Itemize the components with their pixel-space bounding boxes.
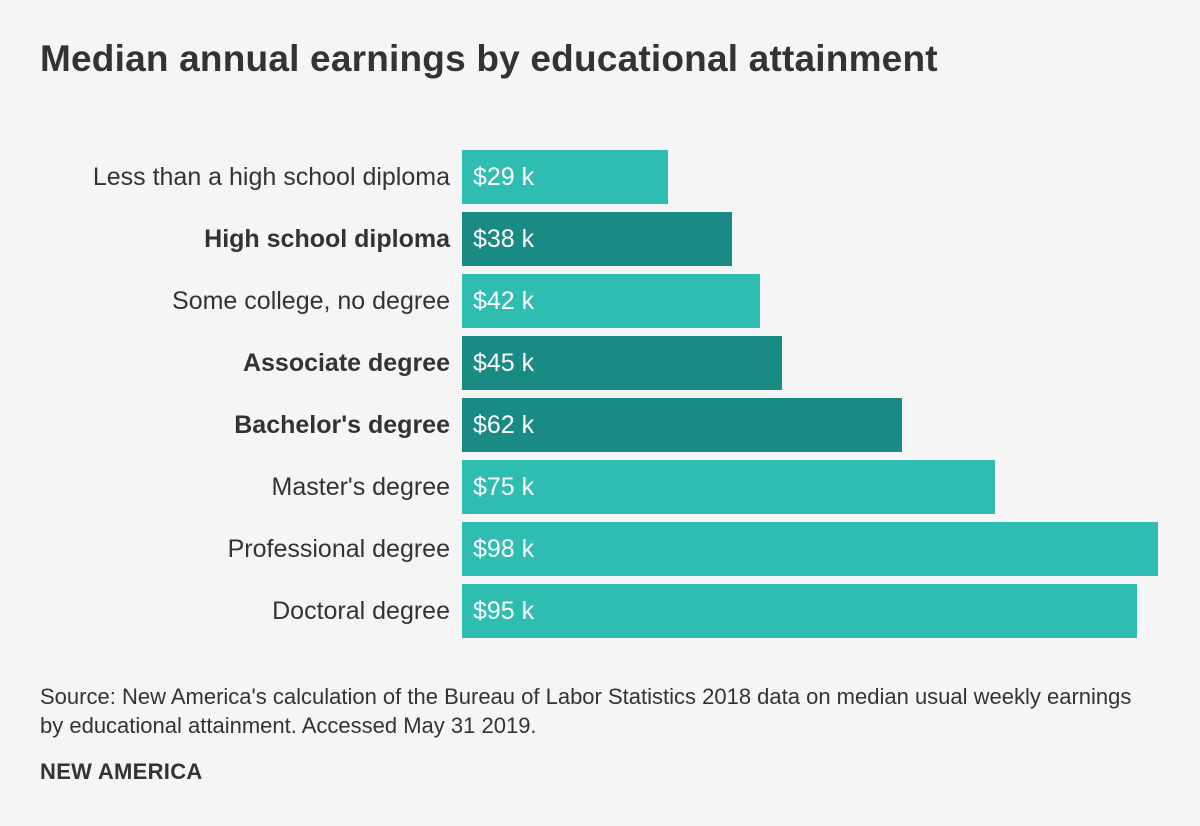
value-label: $42 k	[473, 287, 535, 315]
category-label: Less than a high school diploma	[93, 163, 450, 191]
source-note: Source: New America's calculation of the…	[40, 682, 1160, 740]
source-prefix: Source:	[40, 684, 116, 709]
category-label: Master's degree	[272, 473, 450, 501]
bar	[462, 212, 732, 266]
bar	[462, 522, 1158, 576]
value-label: $95 k	[473, 597, 535, 625]
value-label: $29 k	[473, 163, 535, 191]
brand-logo-text: NEW AMERICA	[40, 759, 203, 784]
category-label: Bachelor's degree	[234, 411, 450, 439]
bars	[462, 150, 1158, 638]
category-label: Some college, no degree	[172, 287, 450, 315]
source-text: New America's calculation of the Bureau …	[40, 684, 1132, 738]
value-labels: $29 k $38 k $42 k $45 k $62 k $75 k $98 k $95 k	[473, 163, 535, 625]
bar	[462, 336, 782, 390]
value-label: $38 k	[473, 225, 535, 253]
category-labels: Less than a high school diploma High scho…	[93, 163, 451, 625]
category-label: Associate degree	[243, 349, 450, 377]
value-label: $98 k	[473, 535, 535, 563]
bar	[462, 584, 1137, 638]
bar	[462, 274, 760, 328]
bar	[462, 150, 668, 204]
value-label: $45 k	[473, 349, 535, 377]
bar	[462, 460, 995, 514]
category-label: Professional degree	[228, 535, 450, 563]
bar-chart: Less than a high school diploma High scho…	[93, 150, 1158, 638]
category-label: Doctoral degree	[272, 597, 450, 625]
chart-title: Median annual earnings by educational at…	[40, 38, 938, 79]
value-label: $62 k	[473, 411, 535, 439]
value-label: $75 k	[473, 473, 535, 501]
category-label: High school diploma	[204, 225, 451, 253]
bar	[462, 398, 902, 452]
